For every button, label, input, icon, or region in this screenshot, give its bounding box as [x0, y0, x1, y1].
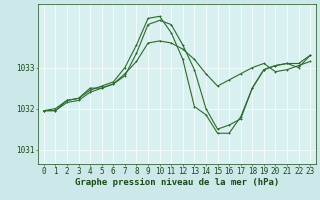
X-axis label: Graphe pression niveau de la mer (hPa): Graphe pression niveau de la mer (hPa) — [75, 178, 279, 187]
